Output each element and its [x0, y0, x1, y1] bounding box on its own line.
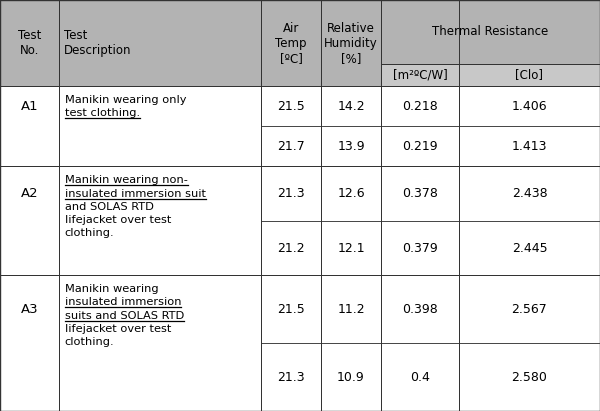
Bar [0, 0, 59, 86]
Text: 0.379: 0.379 [402, 242, 438, 255]
Text: Relative
Humidity
[%]: Relative Humidity [%] [324, 22, 378, 65]
Bar [261, 86, 321, 166]
Text: insulated immersion suit: insulated immersion suit [65, 189, 206, 199]
Bar [381, 64, 459, 86]
Bar [261, 0, 321, 86]
Text: 12.1: 12.1 [337, 242, 365, 255]
Bar [459, 275, 600, 411]
Bar [459, 64, 600, 86]
Text: suits and SOLAS RTD: suits and SOLAS RTD [65, 311, 184, 321]
Text: 13.9: 13.9 [337, 140, 365, 153]
Text: [m²ºC/W]: [m²ºC/W] [392, 69, 448, 81]
Text: insulated immersion: insulated immersion [65, 298, 181, 307]
Bar [0, 86, 59, 166]
Text: [Clo]: [Clo] [515, 69, 544, 81]
Bar [59, 166, 261, 275]
Bar [59, 86, 261, 166]
Text: Manikin wearing: Manikin wearing [65, 284, 158, 294]
Text: clothing.: clothing. [65, 337, 115, 347]
Bar [0, 275, 59, 411]
Text: Manikin wearing non-: Manikin wearing non- [65, 175, 188, 185]
Text: 10.9: 10.9 [337, 371, 365, 383]
Bar [261, 275, 321, 411]
Text: Manikin wearing only: Manikin wearing only [65, 95, 187, 105]
Text: Manikin wearing non-: Manikin wearing non- [65, 175, 188, 185]
Bar [381, 166, 459, 275]
Text: 0.219: 0.219 [402, 140, 438, 153]
Text: Thermal Resistance: Thermal Resistance [433, 25, 548, 38]
Bar [59, 275, 261, 411]
Text: Test
No.: Test No. [18, 29, 41, 57]
Text: 2.567: 2.567 [512, 303, 547, 316]
Text: 21.7: 21.7 [277, 140, 305, 153]
Bar [381, 86, 459, 166]
Text: 14.2: 14.2 [337, 100, 365, 113]
Bar [321, 0, 381, 86]
Bar [321, 275, 381, 411]
Text: A3: A3 [20, 303, 38, 316]
Text: lifejacket over test: lifejacket over test [65, 215, 171, 225]
Bar [0, 166, 59, 275]
Text: clothing.: clothing. [65, 228, 115, 238]
Text: 0.398: 0.398 [402, 303, 438, 316]
Text: 2.580: 2.580 [512, 371, 547, 383]
Text: 1.413: 1.413 [512, 140, 547, 153]
Text: insulated immersion suit: insulated immersion suit [65, 189, 206, 199]
Text: Air
Temp
[ºC]: Air Temp [ºC] [275, 22, 307, 65]
Text: 0.218: 0.218 [402, 100, 438, 113]
Text: 21.5: 21.5 [277, 303, 305, 316]
Text: 0.4: 0.4 [410, 371, 430, 383]
Text: 21.3: 21.3 [277, 187, 305, 200]
Bar [261, 166, 321, 275]
Bar [459, 166, 600, 275]
Text: 11.2: 11.2 [337, 303, 365, 316]
Text: insulated immersion: insulated immersion [65, 298, 181, 307]
Text: 21.3: 21.3 [277, 371, 305, 383]
Bar [381, 0, 600, 64]
Bar [321, 86, 381, 166]
Bar [321, 166, 381, 275]
Text: 2.438: 2.438 [512, 187, 547, 200]
Text: A1: A1 [20, 100, 38, 113]
Text: A2: A2 [20, 187, 38, 200]
Bar [381, 275, 459, 411]
Text: test clothing.: test clothing. [65, 109, 140, 118]
Text: 12.6: 12.6 [337, 187, 365, 200]
Text: 0.378: 0.378 [402, 187, 438, 200]
Bar [459, 86, 600, 166]
Text: 21.2: 21.2 [277, 242, 305, 255]
Text: 2.445: 2.445 [512, 242, 547, 255]
Bar [59, 0, 261, 86]
Text: test clothing.: test clothing. [65, 109, 140, 118]
Text: 1.406: 1.406 [512, 100, 547, 113]
Text: 21.5: 21.5 [277, 100, 305, 113]
Text: and SOLAS RTD: and SOLAS RTD [65, 202, 154, 212]
Text: lifejacket over test: lifejacket over test [65, 324, 171, 334]
Text: suits and SOLAS RTD: suits and SOLAS RTD [65, 311, 184, 321]
Text: Test
Description: Test Description [64, 29, 131, 57]
